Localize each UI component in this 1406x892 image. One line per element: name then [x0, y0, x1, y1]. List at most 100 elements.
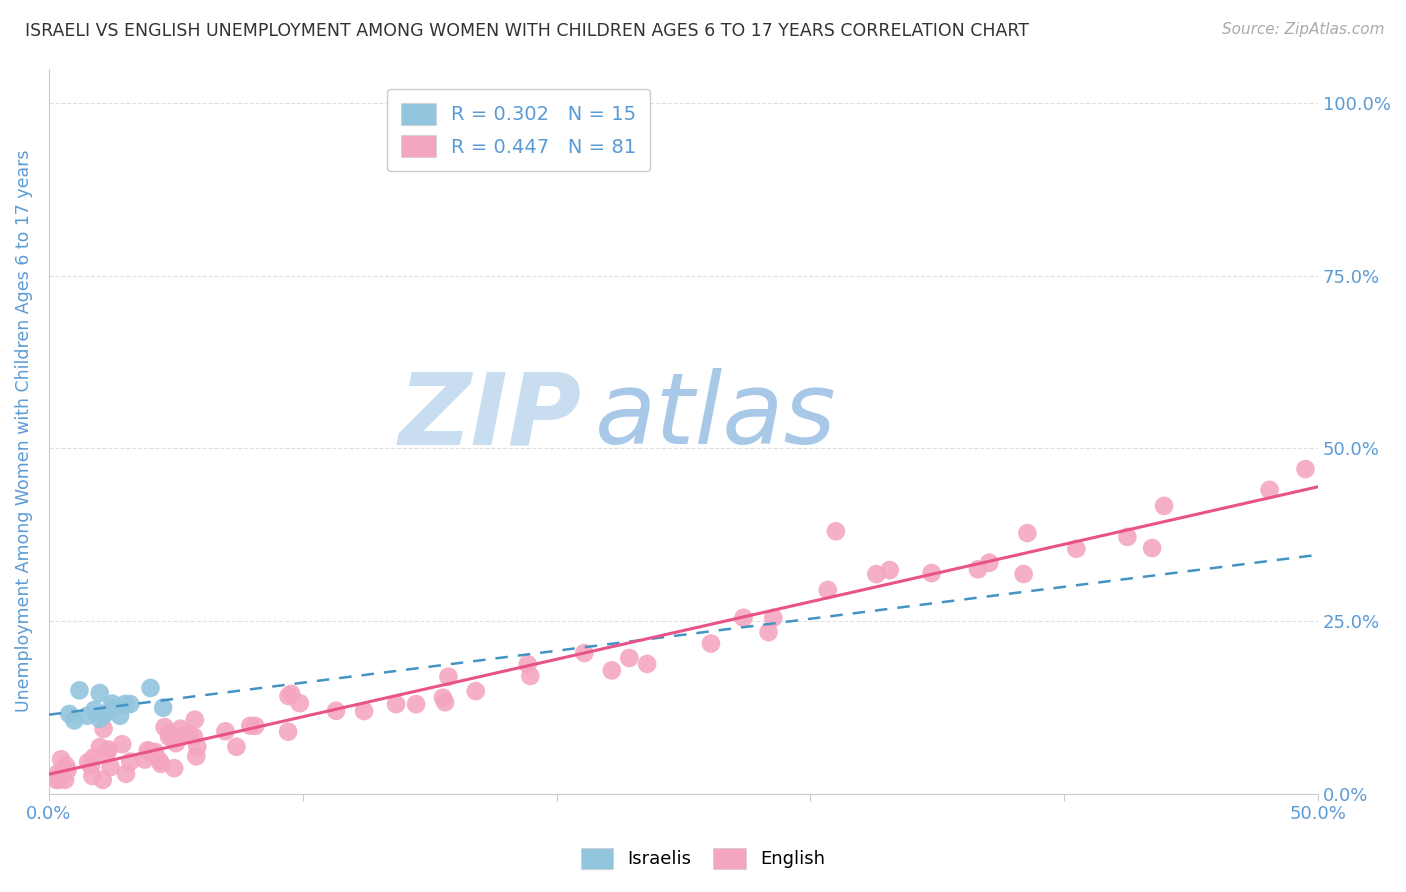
Point	[101, 697, 124, 711]
Point	[700, 636, 723, 650]
Point	[134, 753, 156, 767]
Point	[879, 563, 901, 577]
Point	[120, 755, 142, 769]
Point	[120, 697, 142, 711]
Point	[115, 767, 138, 781]
Point	[979, 556, 1001, 570]
Point	[152, 700, 174, 714]
Point	[865, 567, 887, 582]
Point	[93, 722, 115, 736]
Point	[136, 743, 159, 757]
Point	[519, 669, 541, 683]
Point	[277, 724, 299, 739]
Text: ZIP: ZIP	[399, 368, 582, 465]
Point	[1012, 567, 1035, 582]
Point	[277, 689, 299, 703]
Point	[53, 772, 76, 787]
Legend: R = 0.302   N = 15, R = 0.447   N = 81: R = 0.302 N = 15, R = 0.447 N = 81	[387, 89, 650, 171]
Point	[138, 745, 160, 759]
Point	[758, 625, 780, 640]
Point	[239, 719, 262, 733]
Point	[636, 657, 658, 671]
Point	[46, 766, 69, 780]
Point	[89, 712, 111, 726]
Point	[353, 704, 375, 718]
Point	[55, 758, 77, 772]
Point	[1258, 483, 1281, 497]
Text: Source: ZipAtlas.com: Source: ZipAtlas.com	[1222, 22, 1385, 37]
Point	[114, 697, 136, 711]
Point	[83, 703, 105, 717]
Point	[245, 719, 267, 733]
Point	[94, 706, 117, 721]
Point	[100, 760, 122, 774]
Point	[150, 756, 173, 771]
Point	[163, 761, 186, 775]
Point	[89, 740, 111, 755]
Point	[967, 562, 990, 576]
Point	[97, 742, 120, 756]
Point	[434, 695, 457, 709]
Point	[67, 683, 90, 698]
Point	[516, 657, 538, 672]
Point	[574, 646, 596, 660]
Point	[45, 772, 67, 787]
Point	[51, 752, 73, 766]
Point	[733, 611, 755, 625]
Point	[63, 714, 86, 728]
Point	[600, 664, 623, 678]
Point	[1116, 530, 1139, 544]
Point	[619, 651, 641, 665]
Point	[96, 746, 118, 760]
Point	[157, 726, 180, 740]
Point	[169, 722, 191, 736]
Point	[186, 749, 208, 764]
Point	[83, 750, 105, 764]
Point	[143, 745, 166, 759]
Y-axis label: Unemployment Among Women with Children Ages 6 to 17 years: Unemployment Among Women with Children A…	[15, 150, 32, 713]
Point	[824, 524, 846, 539]
Point	[153, 720, 176, 734]
Point	[817, 582, 839, 597]
Point	[1153, 499, 1175, 513]
Point	[1140, 541, 1163, 555]
Point	[183, 730, 205, 744]
Point	[280, 687, 302, 701]
Point	[139, 681, 162, 695]
Point	[186, 739, 208, 754]
Point	[225, 739, 247, 754]
Point	[58, 706, 80, 721]
Point	[51, 767, 73, 781]
Point	[1294, 462, 1316, 476]
Point	[101, 702, 124, 716]
Point	[437, 670, 460, 684]
Point	[184, 713, 207, 727]
Point	[165, 736, 187, 750]
Point	[179, 727, 201, 741]
Point	[76, 708, 98, 723]
Point	[91, 772, 114, 787]
Point	[111, 737, 134, 751]
Point	[149, 754, 172, 768]
Point	[464, 684, 486, 698]
Point	[325, 704, 347, 718]
Point	[46, 772, 69, 787]
Point	[56, 763, 79, 777]
Point	[385, 697, 408, 711]
Point	[288, 696, 311, 710]
Point	[1017, 526, 1039, 541]
Point	[921, 566, 943, 580]
Point	[172, 729, 194, 743]
Point	[108, 708, 131, 723]
Text: atlas: atlas	[595, 368, 837, 465]
Point	[89, 686, 111, 700]
Point	[214, 724, 236, 739]
Text: ISRAELI VS ENGLISH UNEMPLOYMENT AMONG WOMEN WITH CHILDREN AGES 6 TO 17 YEARS COR: ISRAELI VS ENGLISH UNEMPLOYMENT AMONG WO…	[25, 22, 1029, 40]
Point	[80, 758, 103, 772]
Point	[77, 755, 100, 769]
Point	[141, 746, 163, 760]
Point	[432, 690, 454, 705]
Point	[1066, 541, 1088, 556]
Legend: Israelis, English: Israelis, English	[574, 840, 832, 876]
Point	[82, 769, 104, 783]
